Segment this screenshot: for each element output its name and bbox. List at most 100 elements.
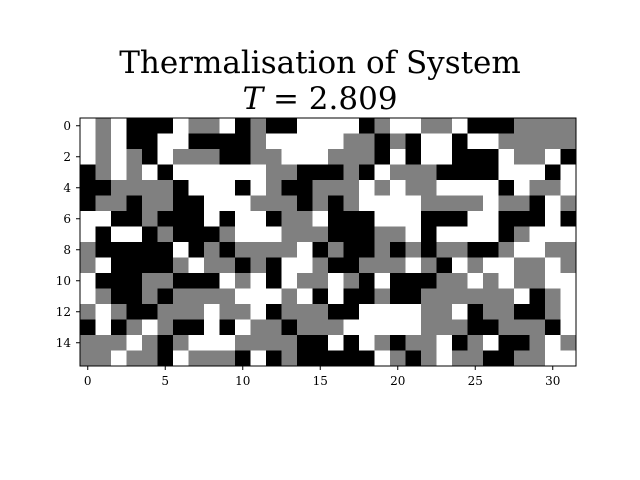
heatmap-cell — [328, 350, 344, 367]
heatmap-cell — [359, 319, 375, 336]
heatmap-cell — [560, 288, 577, 305]
heatmap-cell — [545, 242, 561, 258]
heatmap-cell — [235, 180, 251, 196]
heatmap-cell — [421, 304, 437, 320]
heatmap-cell — [467, 304, 484, 320]
heatmap-cell — [483, 149, 499, 165]
heatmap-cell — [250, 350, 267, 367]
heatmap-cell — [390, 149, 406, 165]
heatmap-cell — [142, 350, 158, 367]
heatmap-cell — [452, 149, 468, 165]
x-tick-label: 30 — [545, 374, 560, 388]
heatmap-cell — [545, 118, 561, 134]
heatmap-cell — [359, 180, 375, 196]
heatmap-cell — [204, 149, 220, 165]
heatmap-cell — [421, 319, 437, 336]
x-tick-label: 0 — [84, 374, 92, 388]
heatmap-cell — [142, 242, 158, 258]
heatmap-cell — [452, 195, 468, 212]
heatmap-cell — [235, 319, 251, 336]
heatmap-cell — [157, 242, 174, 258]
heatmap-cell — [514, 335, 530, 351]
heatmap-cell — [173, 180, 189, 196]
heatmap-cell — [390, 242, 406, 258]
heatmap-cell — [281, 288, 298, 305]
heatmap-cell — [467, 118, 484, 134]
heatmap-cell — [266, 304, 282, 320]
heatmap-cell — [436, 319, 453, 336]
heatmap-cell — [250, 335, 267, 351]
heatmap-cell — [452, 211, 468, 227]
heatmap-cell — [498, 350, 515, 367]
heatmap-cell — [266, 288, 282, 305]
heatmap-cell — [204, 242, 220, 258]
heatmap-cell — [467, 257, 484, 274]
heatmap-cell — [390, 350, 406, 367]
heatmap-cell — [312, 257, 329, 274]
heatmap-cell — [95, 211, 112, 227]
heatmap-cell — [560, 149, 577, 165]
heatmap-cell — [266, 118, 282, 134]
heatmap-cell — [467, 211, 484, 227]
heatmap-cell — [188, 288, 205, 305]
heatmap-cell — [204, 257, 220, 274]
heatmap-cell — [281, 180, 298, 196]
heatmap-cell — [359, 226, 375, 243]
heatmap-cell — [421, 133, 437, 150]
heatmap-cell — [390, 118, 406, 134]
heatmap-cell — [235, 133, 251, 150]
heatmap-cell — [514, 304, 530, 320]
heatmap-cell — [281, 226, 298, 243]
heatmap-cell — [95, 149, 112, 165]
heatmap-cell — [188, 226, 205, 243]
heatmap-cell — [359, 304, 375, 320]
heatmap-cell — [204, 304, 220, 320]
heatmap-cell — [436, 335, 453, 351]
heatmap-cell — [514, 242, 530, 258]
heatmap-cell — [529, 180, 546, 196]
heatmap-cell — [374, 304, 391, 320]
heatmap-cell — [467, 242, 484, 258]
heatmap-cell — [173, 118, 189, 134]
heatmap-cell — [328, 335, 344, 351]
heatmap-cell — [312, 350, 329, 367]
heatmap-cell — [157, 149, 174, 165]
heatmap-cell — [126, 180, 143, 196]
heatmap-cell — [405, 335, 422, 351]
heatmap-cell — [95, 180, 112, 196]
heatmap-cell — [452, 350, 468, 367]
heatmap-cell — [545, 273, 561, 289]
heatmap-cell — [250, 149, 267, 165]
heatmap-cell — [250, 242, 267, 258]
heatmap-cell — [467, 180, 484, 196]
heatmap-cell — [529, 257, 546, 274]
heatmap-cell — [529, 335, 546, 351]
heatmap-cell — [111, 288, 127, 305]
heatmap-cell — [188, 180, 205, 196]
heatmap-cell — [219, 118, 236, 134]
heatmap-cell — [343, 273, 360, 289]
heatmap-cell — [483, 118, 499, 134]
heatmap-cell — [157, 133, 174, 150]
heatmap-cell — [483, 133, 499, 150]
heatmap-cell — [359, 335, 375, 351]
heatmap-cell — [436, 180, 453, 196]
heatmap-cell — [498, 164, 515, 181]
heatmap-cell — [560, 350, 577, 367]
x-tick-label: 25 — [468, 374, 483, 388]
heatmap-cell — [80, 288, 96, 305]
heatmap-cell — [312, 304, 329, 320]
heatmap-cell — [328, 195, 344, 212]
heatmap-cell — [343, 288, 360, 305]
heatmap-cell — [297, 226, 313, 243]
heatmap-cell — [529, 319, 546, 336]
heatmap-cell — [281, 133, 298, 150]
heatmap-cell — [498, 226, 515, 243]
heatmap-cell — [312, 195, 329, 212]
heatmap-cell — [405, 164, 422, 181]
heatmap-cell — [173, 335, 189, 351]
heatmap-cell — [281, 118, 298, 134]
heatmap-cell — [467, 350, 484, 367]
heatmap-cell — [467, 149, 484, 165]
heatmap-cell — [452, 164, 468, 181]
